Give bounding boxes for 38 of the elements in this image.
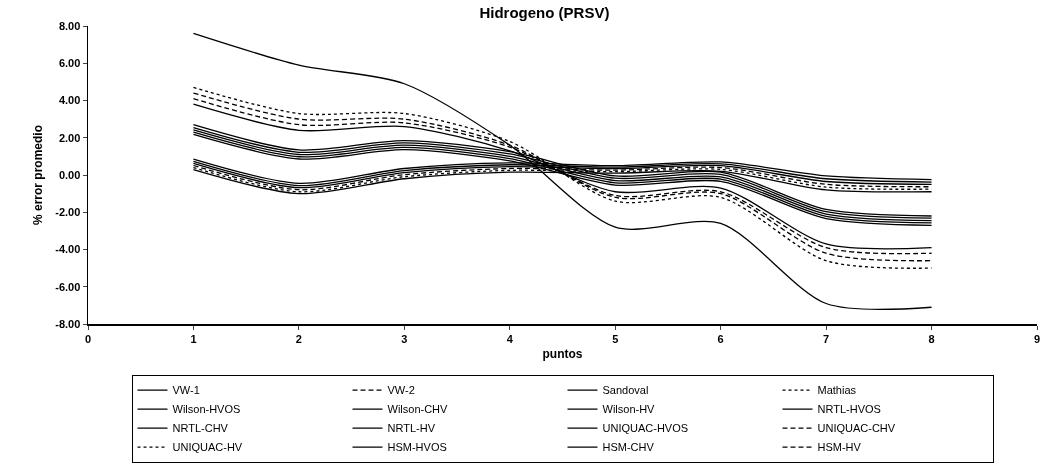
legend-label: Wilson-HVOS [172,403,241,416]
x-tick-label: 0 [84,332,92,345]
x-axis-title: puntos [542,347,583,362]
x-tick-label: 8 [928,332,935,345]
y-tick-label: 2.00 [58,131,81,144]
x-tick-label: 5 [612,332,619,345]
x-tick-label: 7 [823,332,830,345]
legend-label: VW-1 [172,384,200,397]
y-tick-label: 6.00 [58,57,81,70]
y-tick-label: 0.00 [58,168,81,181]
legend-label: UNIQUAC-HVOS [602,422,689,435]
legend-label: HSM-HVOS [387,441,447,454]
legend-label: VW-2 [387,384,415,397]
y-tick-label: 4.00 [58,94,81,107]
y-tick-label: -2.00 [55,206,81,219]
x-tick-label: 9 [1033,332,1041,345]
legend-label: NRTL-HVOS [817,403,881,416]
y-tick-label: -6.00 [55,280,81,293]
chart-title: Hidrogeno (PRSV) [479,3,610,21]
legend-label: NRTL-CHV [172,422,229,435]
legend-label: Sandoval [602,384,649,397]
legend-label: UNIQUAC-CHV [817,422,896,435]
legend-label: Wilson-CHV [387,403,449,416]
y-tick-label: 8.00 [58,19,81,32]
legend-label: UNIQUAC-HV [172,441,243,454]
legend-label: NRTL-HV [387,422,436,435]
legend-label: Mathias [817,384,857,397]
x-tick-label: 2 [295,332,302,345]
x-tick-label: 6 [717,332,724,345]
x-tick-label: 4 [506,332,514,345]
y-axis-title: % error promedio [30,124,45,226]
x-tick-label: 3 [401,332,408,345]
legend-label: HSM-CHV [602,441,655,454]
y-tick-label: -8.00 [55,317,81,330]
legend-label: HSM-HV [817,441,862,454]
x-tick-label: 1 [190,332,197,345]
legend-label: Wilson-HV [602,403,656,416]
y-tick-label: -4.00 [55,243,81,256]
